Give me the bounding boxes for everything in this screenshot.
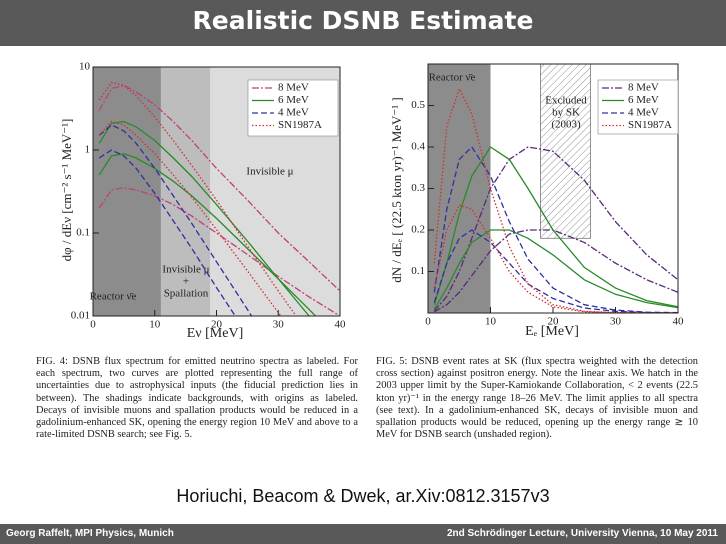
y-axis-label: dφ / dEν [cm⁻² s⁻¹ MeV⁻¹] [59, 119, 74, 262]
x-axis-label: Eν [MeV] [187, 326, 243, 341]
curve [433, 146, 678, 308]
curve [98, 84, 340, 292]
y-tick-label: 1 [85, 144, 91, 156]
curves [98, 81, 340, 316]
x-tick-label: 30 [610, 316, 622, 328]
x-tick-label: 0 [425, 316, 431, 328]
curve [98, 153, 317, 316]
curve [433, 229, 678, 313]
region-label: Excluded [545, 95, 587, 107]
x-tick-label: 30 [273, 319, 285, 331]
legend-label: SN1987A [628, 119, 672, 131]
legend-box [247, 79, 339, 137]
footer-left: Georg Raffelt, MPI Physics, Munich [6, 528, 174, 539]
y-tick-label: 0.1 [411, 265, 425, 277]
legend-label: 4 MeV [628, 107, 659, 119]
curve [98, 81, 297, 316]
title-bar [0, 0, 726, 46]
y-tick-label: 0.5 [411, 99, 425, 111]
legend-label: SN1987A [278, 119, 322, 131]
curve [98, 120, 310, 316]
region-label: + [183, 276, 189, 288]
region-label: Spallation [164, 288, 209, 300]
legend-label: 6 MeV [628, 94, 659, 106]
x-axis-label: Eₑ [MeV] [525, 324, 579, 339]
x-tick-label: 10 [149, 319, 161, 331]
citation: Horiuchi, Beacom & Dwek, ar.Xiv:0812.315… [176, 486, 550, 506]
legend-label: 6 MeV [278, 94, 309, 106]
x-tick-label: 40 [673, 316, 685, 328]
region [540, 63, 591, 239]
curve [98, 149, 237, 316]
curve [433, 146, 678, 312]
region [428, 64, 491, 313]
caption: FIG. 4: DSNB flux spectrum for emitted n… [36, 356, 358, 441]
y-tick-label: 10 [79, 61, 91, 73]
footer-bar [0, 524, 726, 544]
curve [433, 229, 678, 313]
curve [433, 229, 678, 310]
curve [98, 120, 282, 316]
region-label: by SK [552, 107, 580, 119]
x-tick-label: 10 [485, 316, 497, 328]
region-label: Invisible μ [162, 264, 209, 276]
region-label: Reactor ν̄e [429, 72, 476, 84]
y-tick-label: 0.2 [411, 224, 425, 236]
footer-right: 2nd Schrödinger Lecture, University Vien… [446, 528, 718, 539]
legend-label: 8 MeV [278, 82, 309, 94]
curve [98, 124, 253, 316]
legend-label: 8 MeV [628, 82, 659, 94]
y-axis-label: dN / dEₑ [ (22.5 kton yr)⁻¹ MeV⁻¹ ] [389, 97, 404, 283]
x-tick-label: 20 [211, 319, 223, 331]
caption: FIG. 5: DSNB event rates at SK (flux spe… [376, 356, 698, 441]
legend-label: 4 MeV [278, 107, 309, 119]
y-tick-label: 0.01 [71, 310, 90, 322]
x-tick-label: 0 [90, 319, 96, 331]
legend-box [597, 79, 679, 135]
x-tick-label: 20 [548, 316, 560, 328]
slide-title: Realistic DSNB Estimate [192, 6, 534, 35]
region-label: (2003) [551, 119, 581, 131]
y-tick-label: 0.1 [76, 227, 90, 239]
region [93, 67, 161, 316]
y-tick-label: 0.3 [411, 182, 425, 194]
region-label: Reactor ν̄e [90, 291, 137, 303]
region-label: Invisible μ [246, 166, 293, 178]
y-tick-label: 0.4 [411, 141, 425, 153]
x-tick-label: 40 [335, 319, 347, 331]
curve [433, 145, 678, 313]
